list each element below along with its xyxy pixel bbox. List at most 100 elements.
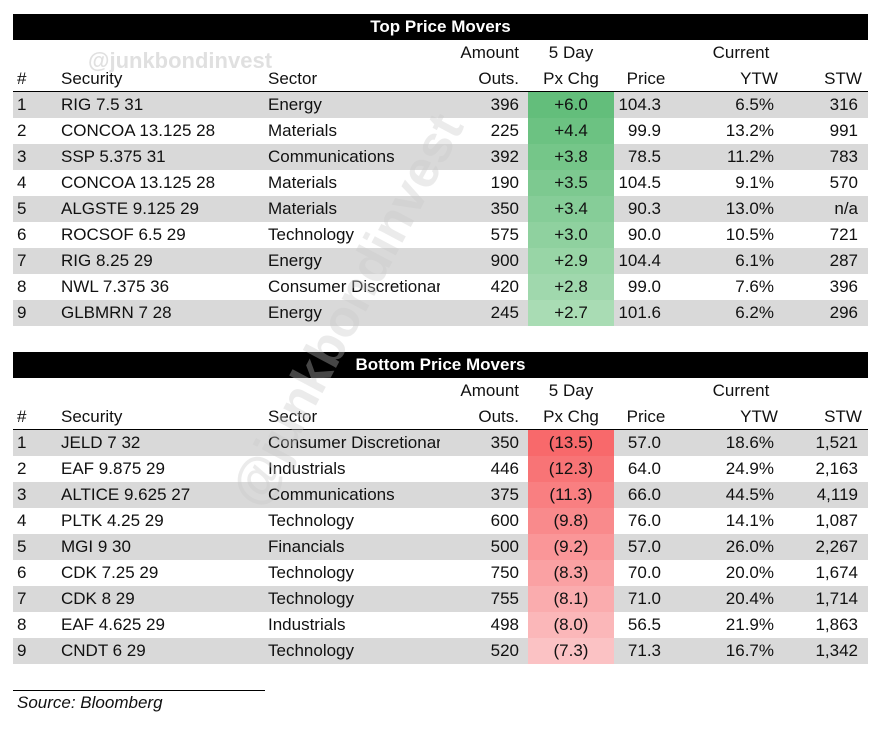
cell: Energy: [268, 95, 322, 114]
cell: CNDT 6 29: [61, 641, 146, 660]
cell: Technology: [268, 589, 355, 608]
cell: 7: [17, 589, 27, 608]
cell: Technology: [268, 511, 355, 530]
cell: 13.0%: [725, 199, 774, 218]
header-top: Current: [712, 381, 770, 400]
cell: Technology: [268, 641, 355, 660]
cell: PLTK 4.25 29: [61, 511, 164, 530]
cell: 1: [17, 95, 27, 114]
cell: 287: [829, 251, 858, 270]
cell: (8.1): [553, 589, 589, 608]
cell: 104.5: [618, 173, 661, 192]
cell: 900: [490, 251, 519, 270]
cell: 245: [490, 303, 519, 322]
cell: 9: [17, 303, 27, 322]
change-cell: [528, 222, 614, 248]
cell: +3.5: [554, 173, 588, 192]
row-band: [13, 638, 868, 664]
cell: +3.8: [554, 147, 588, 166]
cell: +2.8: [554, 277, 588, 296]
cell: 76.0: [627, 511, 661, 530]
header-top: 5 Day: [548, 43, 594, 62]
column-header: #: [17, 407, 27, 426]
cell: 90.0: [627, 225, 661, 244]
header-top: Amount: [460, 381, 519, 400]
cell: Materials: [268, 121, 337, 140]
cell: +6.0: [554, 95, 588, 114]
cell: Consumer Discretionary: [268, 433, 440, 452]
cell: 498: [490, 615, 519, 634]
cell: Materials: [268, 199, 337, 218]
column-header: YTW: [740, 69, 778, 88]
cell: CONCOA 13.125 28: [61, 121, 216, 140]
cell: 1,342: [815, 641, 858, 660]
cell: ALGSTE 9.125 29: [61, 199, 199, 218]
cell: 6: [17, 563, 27, 582]
change-cell: [528, 118, 614, 144]
cell: 1,521: [815, 433, 858, 452]
column-header: YTW: [740, 407, 778, 426]
cell: 7.6%: [735, 277, 774, 296]
cell: (7.3): [553, 641, 589, 660]
column-header: STW: [824, 407, 862, 426]
cell: +2.9: [554, 251, 588, 270]
title-bar: [13, 14, 868, 40]
cell: 3: [17, 147, 27, 166]
cell: CDK 8 29: [61, 589, 135, 608]
change-cell: [528, 638, 614, 664]
cell: 500: [490, 537, 519, 556]
cell: (12.3): [548, 459, 594, 478]
cell: 4: [17, 511, 27, 530]
cell: SSP 5.375 31: [61, 147, 166, 166]
change-cell: [528, 430, 614, 456]
cell: 2,163: [815, 459, 858, 478]
cell: 396: [829, 277, 858, 296]
column-header: STW: [824, 69, 862, 88]
row-band: [13, 92, 868, 118]
column-header: Px Chg: [543, 407, 599, 426]
cell: 6.2%: [735, 303, 774, 322]
cell: +3.0: [554, 225, 588, 244]
cell: 66.0: [627, 485, 661, 504]
row-band: [13, 248, 868, 274]
table-title: Bottom Price Movers: [355, 355, 526, 374]
cell: 104.3: [618, 95, 661, 114]
cell: (11.3): [549, 485, 593, 504]
cell: 600: [490, 511, 519, 530]
cell: 721: [829, 225, 858, 244]
header-rule: [13, 429, 868, 430]
cell: 90.3: [627, 199, 661, 218]
cell: 101.6: [618, 303, 661, 322]
cell: 21.9%: [725, 615, 774, 634]
cell: 1,863: [815, 615, 858, 634]
cell: 10.5%: [725, 225, 774, 244]
cell: 4,119: [816, 485, 858, 504]
cell: 296: [829, 303, 858, 322]
row-band: [13, 586, 868, 612]
column-header: #: [17, 69, 27, 88]
cell: +3.4: [554, 199, 588, 218]
change-cell: [528, 482, 614, 508]
cell: 570: [829, 173, 858, 192]
row-band: [13, 482, 868, 508]
cell: ALTICE 9.625 27: [61, 485, 191, 504]
cell: (8.0): [553, 615, 589, 634]
cell: 71.3: [627, 641, 661, 660]
cell: (13.5): [548, 433, 594, 452]
change-cell: [528, 560, 614, 586]
cell: 375: [490, 485, 519, 504]
cell: 11.2%: [727, 147, 774, 166]
cell: 575: [490, 225, 519, 244]
cell: 9: [17, 641, 27, 660]
cell: 44.5%: [725, 485, 774, 504]
row-band: [13, 196, 868, 222]
cell: 57.0: [627, 537, 661, 556]
cell: 64.0: [627, 459, 661, 478]
cell: 14.1%: [725, 511, 774, 530]
header-rule: [13, 91, 868, 92]
change-cell: [528, 92, 614, 118]
cell: Technology: [268, 563, 355, 582]
column-header: Sector: [268, 69, 318, 88]
cell: 99.0: [627, 277, 661, 296]
